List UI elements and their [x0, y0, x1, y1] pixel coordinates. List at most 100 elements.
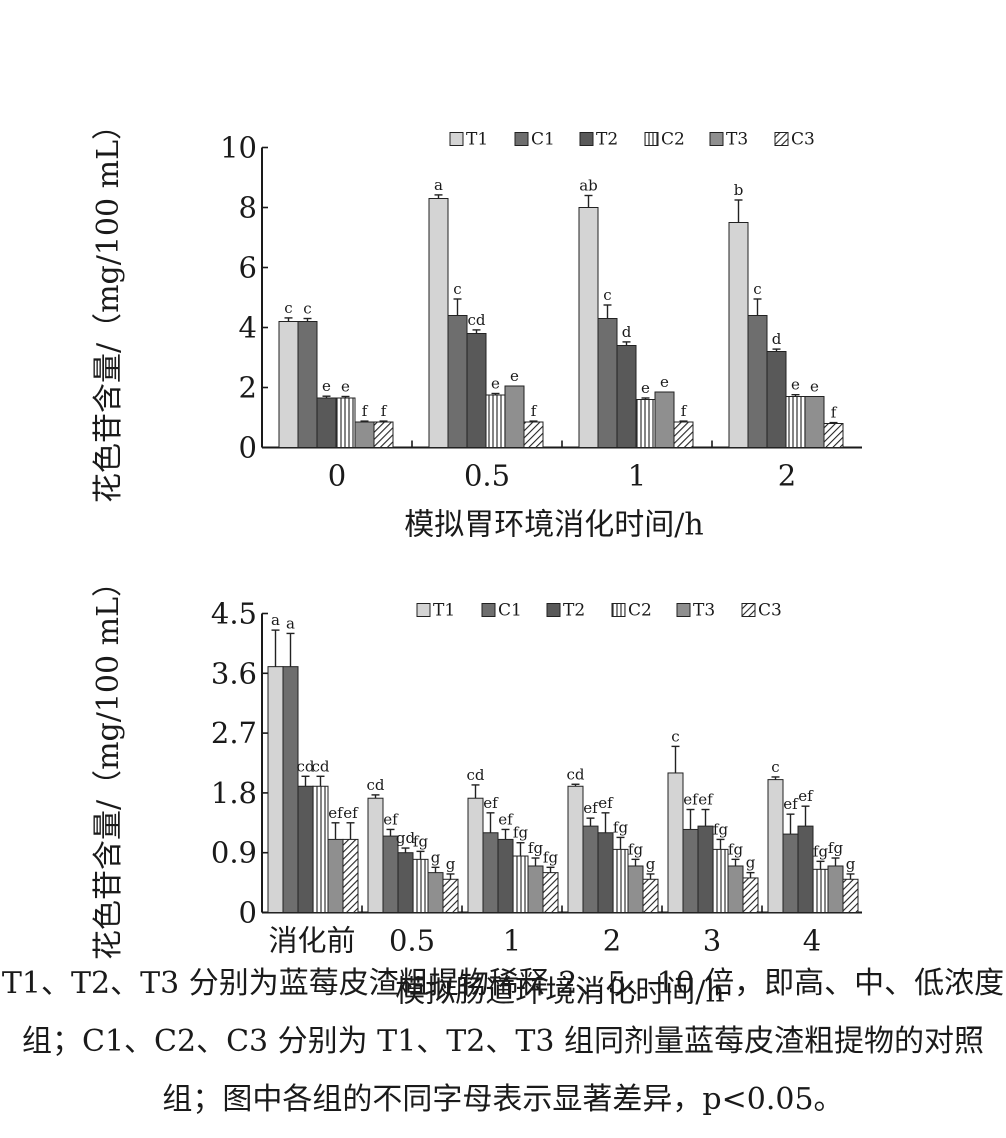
chart2-legend: T1 C1 T2 C2 T3 C3 [416, 601, 782, 621]
x-tick-label: 消化前 [268, 924, 355, 958]
chart2-axes: 0 0.9 1.8 2.7 3.6 4.5 消化前 0.5 1 2 3 4 [211, 597, 862, 958]
significance-letter: f [381, 402, 388, 420]
significance-letter: c [603, 286, 611, 304]
significance-letter: ef [783, 795, 799, 813]
significance-letter: ef [583, 799, 599, 817]
significance-letter: g [646, 855, 656, 873]
legend-swatch-T3 [709, 132, 724, 146]
bar-C2 [312, 785, 329, 913]
legend-swatch-C2 [611, 603, 626, 617]
bar-T3 [627, 865, 644, 914]
y-tick-label: 3.6 [211, 656, 257, 690]
legend-swatch-C3 [741, 603, 756, 617]
significance-letter: g [846, 855, 856, 873]
significance-letter: ef [598, 794, 614, 812]
significance-letter: g [446, 855, 456, 873]
legend-label-T1: T1 [433, 601, 455, 621]
significance-letter: c [453, 280, 461, 298]
significance-letter: g [431, 848, 441, 866]
bar-C3 [442, 878, 459, 913]
bar-C2 [812, 868, 829, 913]
bar-C3 [673, 421, 694, 448]
legend-label-T2: T2 [563, 601, 585, 621]
bar-T2 [316, 397, 337, 448]
significance-letter: fg [513, 824, 529, 842]
legend-label-C2: C2 [628, 601, 652, 621]
significance-letter: c [671, 727, 679, 745]
x-tick-label: 3 [703, 924, 721, 958]
y-tick-label: 8 [239, 191, 257, 225]
bar-C3 [523, 421, 544, 448]
chart1-axes: 0 2 4 6 8 10 0 0.5 1 2 [220, 131, 862, 493]
significance-letter: fg [828, 839, 844, 857]
significance-letter: fg [813, 842, 829, 860]
legend-label-C3: C3 [758, 601, 782, 621]
caption-line-2: 组；C1、C2、C3 分别为 T1、T2、T3 组同剂量蓝莓皮渣粗提物的对照 [21, 1024, 985, 1059]
x-tick-label: 1 [628, 459, 646, 493]
bar-T3 [727, 865, 744, 914]
significance-letter: fg [728, 840, 744, 858]
significance-letter: ef [343, 804, 359, 822]
significance-letter: cd [311, 757, 329, 775]
intestinal-digestion-chart: 花色苷含量/（mg/100 mL） 0 0.9 1.8 2.7 3.6 4.5 消化前 0.5… [91, 567, 862, 1010]
significance-letter: ef [798, 787, 814, 805]
significance-letter: fg [613, 818, 629, 836]
legend-label-C3: C3 [791, 130, 815, 150]
significance-letter: e [322, 377, 331, 395]
significance-letter: ef [328, 804, 344, 822]
legend-swatch-C1 [514, 132, 529, 146]
bar-C1 [782, 833, 799, 914]
bar-C2 [412, 858, 429, 913]
bar-T2 [697, 825, 714, 913]
significance-letter: e [660, 373, 669, 391]
chart2-xlabel: 模拟肠道环境消化时间/h [395, 975, 724, 1010]
significance-letter: e [510, 367, 519, 385]
bar-T3 [827, 865, 844, 914]
chart2-ylabel: 花色苷含量/（mg/100 mL） [91, 567, 126, 960]
significance-letter: c [284, 299, 292, 317]
bar-C3 [742, 877, 759, 914]
chart1-xlabel: 模拟胃环境消化时间/h [404, 508, 703, 543]
significance-letter: b [734, 181, 744, 199]
bar-T1 [278, 321, 299, 448]
x-tick-label: 2 [778, 459, 796, 493]
legend-swatch-T2 [579, 132, 594, 146]
significance-letter: f [681, 402, 688, 420]
significance-letter: cd [467, 311, 485, 329]
bar-T3 [804, 396, 825, 448]
significance-letter: f [531, 402, 538, 420]
caption-line-3: 组；图中各组的不同字母表示显著差异，p<0.05。 [162, 1082, 844, 1117]
bar-T1 [367, 797, 384, 914]
bar-C1 [582, 825, 599, 913]
bar-T1 [467, 797, 484, 914]
significance-letter: fg [713, 820, 729, 838]
bar-C2 [512, 855, 529, 913]
bar-T3 [354, 421, 375, 448]
significance-letter: ef [483, 794, 499, 812]
legend-label-T3: T3 [726, 130, 748, 150]
x-tick-label: 1 [503, 924, 521, 958]
significance-letter: d [622, 323, 632, 341]
bar-C1 [482, 832, 499, 913]
y-tick-label: 4.5 [211, 597, 257, 631]
bar-T1 [667, 772, 684, 914]
significance-letter: fg [413, 832, 429, 850]
significance-letter: gd [396, 829, 416, 847]
bar-T2 [297, 785, 314, 913]
x-tick-label: 2 [603, 924, 621, 958]
significance-letter: e [641, 379, 650, 397]
legend-swatch-C3 [774, 132, 789, 146]
legend-label-C2: C2 [661, 130, 685, 150]
significance-letter: a [434, 176, 443, 194]
x-tick-label: 4 [803, 924, 821, 958]
bar-T2 [497, 838, 514, 914]
caption-line-1: T1、T2、T3 分别为蓝莓皮渣粗提物稀释 2、5、10 倍，即高、中、低浓度 [1, 966, 1005, 1001]
y-tick-label: 10 [220, 131, 257, 165]
significance-letter: ef [498, 810, 514, 828]
chart1-legend: T1 C1 T2 C2 T3 C3 [449, 130, 815, 150]
bar-C2 [612, 848, 629, 914]
legend-label-T3: T3 [693, 601, 715, 621]
